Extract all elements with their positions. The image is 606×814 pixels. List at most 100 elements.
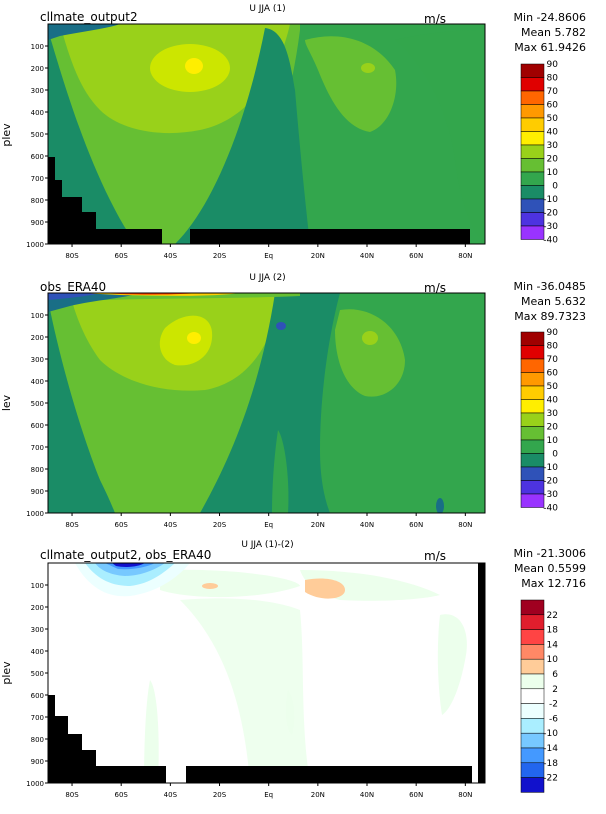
topography-mask-antarctica <box>48 157 162 244</box>
stats-box: Min -24.8606 Mean 5.782 Max 61.9426 <box>476 10 586 55</box>
contour-band-minus10-0-center <box>175 28 310 244</box>
colorbar-label: 0 <box>552 450 558 460</box>
contour-band-2-6-east <box>437 614 467 715</box>
x-tick-label: 80N <box>458 521 472 529</box>
colorbar: 90 80 70 60 50 40 30 20 10 0 -10 -20 -30 -40 <box>520 60 559 246</box>
y-tick-label: 700 <box>31 714 44 722</box>
x-tick-label: 80S <box>65 252 79 260</box>
x-tick-label: 60S <box>115 791 129 799</box>
colorbar-label: 14 <box>547 640 559 650</box>
x-tick-label: Eq <box>264 252 273 260</box>
contour-field <box>48 293 485 513</box>
x-tick-label: 40N <box>360 252 374 260</box>
colorbar-label: 70 <box>547 87 559 97</box>
colorbar-swatch <box>520 90 545 105</box>
colorbar-swatch <box>520 718 545 734</box>
axes-ticks: 100 200 300 400 500 600 700 800 900 1000 80S 60S 40S… <box>26 582 472 799</box>
y-tick-label: 1000 <box>26 510 44 518</box>
colorbar-swatch <box>520 732 545 749</box>
contour-band-0-10-tongue <box>272 430 289 513</box>
x-tick-label: 60N <box>409 791 423 799</box>
stat-min: Min -36.0485 <box>513 280 586 293</box>
y-tick-label: 500 <box>31 400 44 408</box>
colorbar-label: 90 <box>547 60 559 70</box>
contour-field <box>48 563 485 783</box>
y-tick-label: 600 <box>31 422 44 430</box>
contour-band-2-6-tongue <box>144 680 159 783</box>
colorbar-swatch <box>520 614 545 630</box>
y-tick-label: 800 <box>31 736 44 744</box>
colorbar-swatch <box>520 372 545 387</box>
colorbar-label: 50 <box>547 382 559 392</box>
topography-mask-antarctica <box>48 695 166 783</box>
x-tick-label: 40S <box>164 791 178 799</box>
colorbar-swatch <box>520 77 545 92</box>
x-tick-label: 60N <box>409 521 423 529</box>
y-tick-label: 100 <box>31 312 44 320</box>
topography-mask-surface <box>190 229 470 244</box>
contour-field <box>48 24 485 244</box>
y-tick-label: 200 <box>31 334 44 342</box>
colorbar: 22 18 14 10 6 2 -2 -6 -10 -14 -18 -22 <box>520 599 559 793</box>
colorbar-swatch <box>520 144 545 159</box>
colorbar-swatch <box>520 599 545 616</box>
stat-min: Min -24.8606 <box>513 11 586 24</box>
units-label: m/s <box>424 12 446 26</box>
colorbar-swatch <box>520 117 545 132</box>
colorbar-swatch <box>520 480 545 495</box>
colorbar-label: 10 <box>547 655 559 665</box>
contour-band-6-10 <box>305 578 345 599</box>
colorbar-label: 0 <box>552 182 558 192</box>
colorbar-label: -18 <box>543 759 558 769</box>
y-tick-label: 400 <box>31 109 44 117</box>
y-tick-label: 100 <box>31 43 44 51</box>
colorbar-label: 20 <box>547 423 559 433</box>
panel-model: cllmate_output2 U JJA (1) m/s Min -24.86… <box>0 0 606 270</box>
topography-mask-surface <box>186 766 472 783</box>
colorbar-swatch <box>520 466 545 481</box>
x-tick-label: 20S <box>213 252 227 260</box>
colorbar-swatch <box>520 644 545 660</box>
contour-band-0-10-east <box>395 30 485 244</box>
contour-band-minus10-0-west <box>48 30 140 244</box>
y-tick-label: 400 <box>31 648 44 656</box>
units-label: m/s <box>424 549 446 563</box>
x-tick-label: 80S <box>65 521 79 529</box>
colorbar-label: -2 <box>549 700 558 710</box>
x-tick-label: 60S <box>115 521 129 529</box>
colorbar-swatch <box>520 212 545 227</box>
colorbar-label: 50 <box>547 114 559 124</box>
colorbar-swatch <box>520 158 545 173</box>
colorbar-swatch <box>520 747 545 764</box>
contour-band-2-6-center <box>180 598 310 783</box>
plot-title: U JJA (2) <box>249 273 286 283</box>
y-tick-label: 700 <box>31 444 44 452</box>
stat-max: Max 12.716 <box>521 577 586 590</box>
plot-title: U JJA (1)-(2) <box>241 540 294 550</box>
colorbar-label: -10 <box>543 729 558 739</box>
units-label: m/s <box>424 281 446 295</box>
stats-box: Min -36.0485 Mean 5.632 Max 89.7323 <box>476 279 586 324</box>
colorbar-label: 30 <box>547 141 559 151</box>
contour-band-40-50 <box>185 58 203 74</box>
contour-band-minus10-0-west <box>48 300 115 513</box>
x-tick-label: 80S <box>65 791 79 799</box>
contour-band-2-6-small <box>285 690 295 735</box>
x-tick-label: Eq <box>264 521 273 529</box>
y-tick-label: 300 <box>31 356 44 364</box>
stat-max: Max 61.9426 <box>514 41 586 54</box>
stat-mean: Mean 0.5599 <box>514 562 586 575</box>
contour-band-40-50 <box>187 332 201 344</box>
stat-mean: Mean 5.782 <box>521 26 586 39</box>
colorbar-swatch <box>520 345 545 360</box>
colorbar-label: -14 <box>543 744 558 754</box>
colorbar-label: -10 <box>543 195 558 205</box>
colorbar-label: -30 <box>543 222 558 232</box>
x-tick-label: 20S <box>213 521 227 529</box>
x-tick-label: 40N <box>360 791 374 799</box>
stat-mean: Mean 5.632 <box>521 295 586 308</box>
colorbar-label: 10 <box>547 168 559 178</box>
colorbar-swatch <box>520 439 545 454</box>
